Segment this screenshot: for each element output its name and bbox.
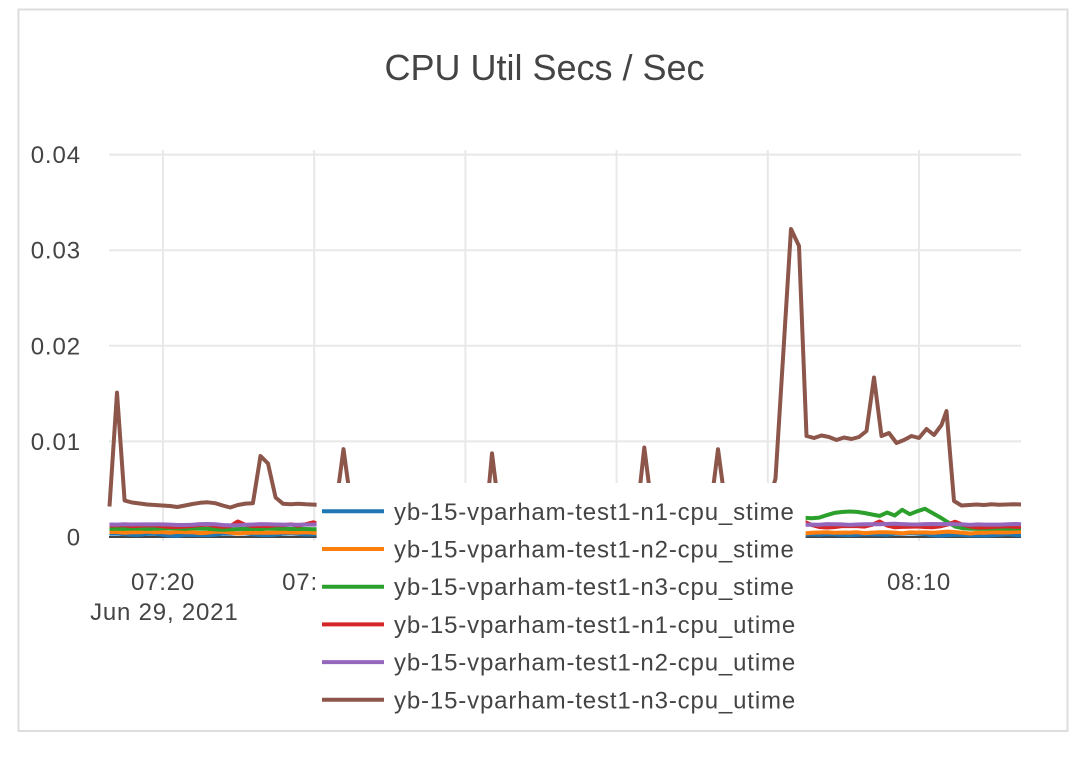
svg-text:08:10: 08:10 — [887, 569, 951, 596]
svg-text:Jun 29, 2021: Jun 29, 2021 — [90, 599, 238, 626]
svg-text:CPU Util Secs / Sec: CPU Util Secs / Sec — [384, 47, 704, 88]
svg-text:yb-15-vparham-test1-n3-cpu_sti: yb-15-vparham-test1-n3-cpu_stime — [394, 574, 795, 601]
svg-text:0.02: 0.02 — [31, 333, 81, 360]
svg-text:0.01: 0.01 — [31, 429, 81, 456]
svg-text:0.03: 0.03 — [31, 238, 81, 265]
svg-text:yb-15-vparham-test1-n2-cpu_uti: yb-15-vparham-test1-n2-cpu_utime — [394, 650, 796, 677]
svg-text:yb-15-vparham-test1-n1-cpu_uti: yb-15-vparham-test1-n1-cpu_utime — [394, 612, 796, 639]
svg-text:yb-15-vparham-test1-n1-cpu_sti: yb-15-vparham-test1-n1-cpu_stime — [394, 499, 795, 526]
svg-text:0: 0 — [67, 525, 81, 552]
svg-text:07:20: 07:20 — [131, 569, 195, 596]
svg-text:yb-15-vparham-test1-n3-cpu_uti: yb-15-vparham-test1-n3-cpu_utime — [394, 687, 796, 714]
svg-text:yb-15-vparham-test1-n2-cpu_sti: yb-15-vparham-test1-n2-cpu_stime — [394, 537, 795, 564]
svg-text:0.04: 0.04 — [31, 142, 81, 169]
